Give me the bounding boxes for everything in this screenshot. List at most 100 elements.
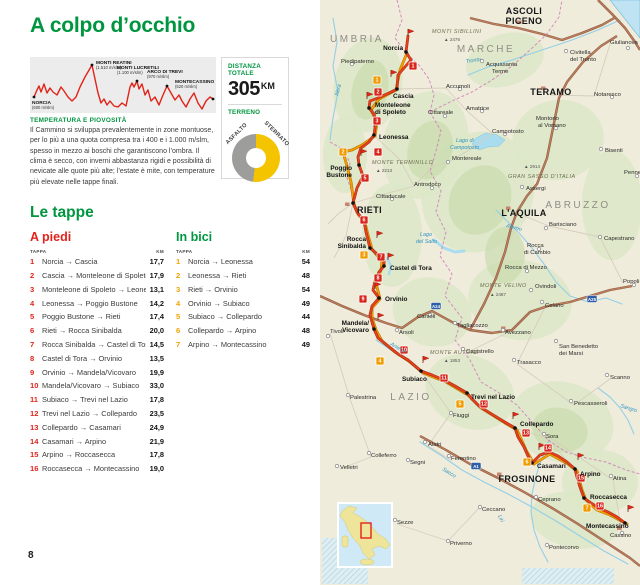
svg-text:Celano: Celano (545, 303, 564, 309)
stage-name: Orvinio → Mandela/Vicovaro (42, 367, 136, 377)
stage-number: 5 (30, 312, 35, 322)
svg-text:di Cambio: di Cambio (524, 250, 551, 256)
stage-km: 23,5 (149, 408, 164, 418)
elevation-profile-svg: NORCIA(600 m/slm) MONTI REATINI(1.510 m/s… (32, 60, 214, 110)
stage-km: 21,9 (149, 436, 164, 446)
stage-number: 2 (30, 270, 35, 280)
svg-text:Palestrina: Palestrina (350, 395, 377, 401)
svg-text:Lago di: Lago di (456, 138, 474, 144)
svg-text:UMBRIA: UMBRIA (330, 34, 384, 45)
svg-text:Tronto: Tronto (465, 57, 481, 65)
svg-text:FROSINONE: FROSINONE (498, 474, 555, 484)
stage-number: 7 (30, 339, 35, 349)
donut-hole (246, 148, 266, 168)
stage-km: 19,9 (149, 367, 164, 377)
svg-text:MONTECASSINO: MONTECASSINO (175, 79, 214, 85)
svg-text:A24: A24 (432, 304, 441, 309)
stage-row: 8 Castel di Tora → Orvinio 13,5 (30, 354, 164, 368)
stage-name: Arpino → Montecassino (188, 339, 267, 349)
svg-text:Castel di Tora: Castel di Tora (390, 265, 432, 272)
distance-value: 305KM (228, 78, 275, 100)
stage-km: 48 (301, 270, 310, 280)
stage-km: 44 (301, 312, 310, 322)
svg-text:Rocca: Rocca (527, 243, 544, 249)
svg-text:Cascia: Cascia (393, 93, 414, 100)
svg-text:ABRUZZO: ABRUZZO (545, 200, 610, 211)
stage-name: Norcia → Cascia (42, 257, 98, 267)
svg-text:Vicovaro: Vicovaro (342, 327, 369, 334)
svg-text:Tivoli: Tivoli (330, 329, 344, 335)
left-column: A colpo d’occhio NORCIA (600 m/slm) MONTI … (28, 14, 310, 561)
stage-row: 16 Roccasecca → Montecassino 19,0 (30, 464, 164, 478)
svg-text:Casamari: Casamari (537, 463, 566, 470)
svg-text:MONTE TERMINILLO: MONTE TERMINILLO (372, 160, 434, 166)
svg-text:Atina: Atina (613, 476, 627, 482)
svg-text:Mandela/: Mandela/ (342, 320, 370, 327)
svg-text:Pontecorvo: Pontecorvo (549, 545, 580, 551)
svg-text:Giulianova: Giulianova (610, 40, 639, 46)
svg-text:Popoli: Popoli (623, 279, 639, 285)
svg-text:Lago: Lago (420, 232, 432, 238)
svg-text:Rocca di Mezzo: Rocca di Mezzo (505, 265, 548, 271)
climate-note: TEMPERATURA E PIOVOSITÀ Il Cammino si sv… (30, 117, 216, 188)
svg-text:(520 m/slm): (520 m/slm) (175, 84, 198, 89)
stage-number: 8 (30, 353, 35, 363)
stage-row: 7 Arpino → Montecassino 49 (176, 340, 310, 354)
svg-text:A1: A1 (473, 464, 479, 469)
stage-row: 6 Rieti → Rocca Sinibalda 20,0 (30, 326, 164, 340)
climate-heading: TEMPERATURA E PIOVOSITÀ (30, 117, 127, 124)
stage-name: Rieti → Orvinio (188, 284, 238, 294)
svg-text:Monteleone: Monteleone (375, 102, 411, 109)
stage-km: 54 (301, 257, 310, 267)
stage-number: 11 (30, 395, 39, 405)
svg-text:MARCHE: MARCHE (457, 44, 515, 55)
table-header: TAPPA KM (30, 249, 164, 254)
route-map-svg: 123456712345678910111213141516A24A25A1UM… (320, 0, 640, 585)
svg-text:Montorio: Montorio (536, 116, 560, 122)
svg-text:Bisenti: Bisenti (605, 148, 623, 154)
stage-name: Cascia → Monteleone di Spoleto (42, 270, 146, 280)
stage-row: 3 Rieti → Orvinio 54 (176, 285, 310, 299)
stage-row: 11 Subiaco → Trevi nel Lazio 17,8 (30, 395, 164, 409)
stage-name: Poggio Bustone → Rieti (42, 312, 121, 322)
svg-text:Nera: Nera (334, 84, 343, 97)
svg-text:11: 11 (441, 375, 447, 381)
svg-text:Pescasseroli: Pescasseroli (574, 401, 607, 407)
svg-text:Ovindoli: Ovindoli (535, 284, 556, 290)
svg-text:Terme: Terme (492, 69, 509, 75)
col-km: KM (156, 249, 164, 255)
stage-row: 1 Norcia → Cascia 17,7 (30, 257, 164, 271)
stage-number: 12 (30, 408, 39, 418)
svg-text:Sezze: Sezze (397, 520, 414, 526)
terrain-label: TERRENO (228, 104, 282, 116)
stage-km: 17,7 (149, 257, 164, 267)
stage-number: 10 (30, 381, 39, 391)
svg-text:Sangro: Sangro (619, 403, 637, 414)
stage-number: 14 (30, 436, 39, 446)
stage-number: 3 (30, 284, 35, 294)
stage-km: 54 (301, 284, 310, 294)
svg-text:Colleferro: Colleferro (371, 453, 397, 459)
svg-text:MONTE VELINO: MONTE VELINO (480, 283, 527, 289)
svg-text:RIETI: RIETI (357, 205, 382, 215)
svg-text:Poggio: Poggio (330, 165, 352, 172)
svg-text:Scanno: Scanno (610, 375, 631, 381)
svg-text:7: 7 (586, 505, 589, 511)
svg-text:Alatri: Alatri (428, 442, 441, 448)
in-bici-rows: 1 Norcia → Leonessa 54 2 Leonessa → Rieti 48 3… (176, 257, 310, 354)
table-header: TAPPA KM (176, 249, 310, 254)
stage-row: 14 Casamari → Arpino 21,9 (30, 437, 164, 451)
svg-text:dei Marsi: dei Marsi (559, 351, 583, 357)
stage-row: 6 Collepardo → Arpino 48 (176, 326, 310, 340)
stage-number: 9 (30, 367, 35, 377)
stage-name: Orvinio → Subiaco (188, 298, 250, 308)
col-km: KM (302, 249, 310, 255)
stage-row: 2 Leonessa → Rieti 48 (176, 271, 310, 285)
stage-name: Norcia → Leonessa (188, 257, 253, 267)
svg-text:15: 15 (578, 475, 584, 481)
svg-text:Carsoli: Carsoli (417, 314, 435, 320)
stage-row: 5 Poggio Bustone → Rieti 17,4 (30, 312, 164, 326)
svg-text:2: 2 (377, 89, 380, 95)
in-bici-heading: In bici (176, 230, 213, 245)
svg-text:L'AQUILA: L'AQUILA (501, 208, 546, 218)
